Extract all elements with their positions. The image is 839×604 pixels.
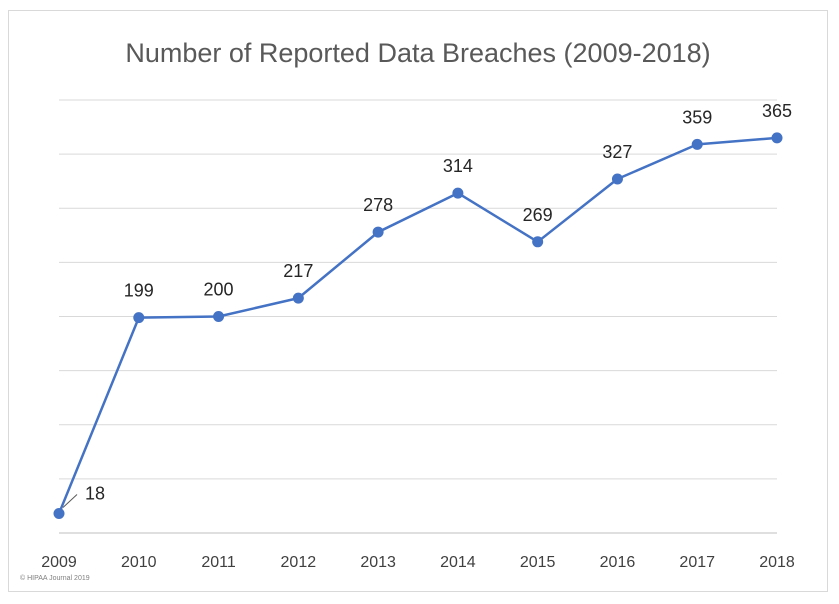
series-line [57,136,778,514]
x-tick-label: 2012 [281,554,317,571]
x-tick-label: 2013 [360,554,396,571]
data-point [213,311,225,322]
data-label-leader [62,494,78,508]
data-label: 314 [443,156,473,176]
series-line-group [57,136,778,514]
data-point [771,132,783,144]
copyright-text: © HIPAA Journal 2019 [20,574,90,582]
x-tick-label: 2018 [759,554,795,571]
data-point [611,173,623,185]
x-tick-label: 2016 [600,554,636,571]
data-label: 278 [363,195,393,215]
x-tick-label: 2010 [121,554,157,571]
x-tick-label: 2014 [440,554,476,571]
data-point [372,226,384,238]
chart-frame [8,10,828,592]
data-point [452,187,464,199]
x-tick-label: 2015 [520,554,556,571]
data-label: 200 [204,280,234,300]
data-labels: 18 199 200 217 278 314 269 327 359 365 [62,101,792,508]
data-label: 327 [602,142,632,162]
x-tick-label: 2011 [201,554,236,571]
data-point [53,508,65,520]
x-tick-label: 2017 [679,554,715,571]
data-point [691,138,703,150]
data-label: 269 [523,205,553,225]
chart-title: Number of Reported Data Breaches (2009-2… [125,38,710,68]
data-point [133,312,145,324]
data-label: 365 [762,101,792,121]
data-label: 18 [85,484,105,504]
data-label: 359 [682,107,712,127]
data-point [532,236,544,248]
data-points [53,132,783,520]
gridlines [59,99,777,534]
data-point [292,292,304,304]
data-label: 199 [124,281,154,301]
x-tick-label: 2009 [41,554,77,571]
x-axis-tick-labels: 2009 2010 2011 2012 2013 2014 2015 2016 2017 2018 [41,554,795,571]
data-label: 217 [283,261,313,281]
